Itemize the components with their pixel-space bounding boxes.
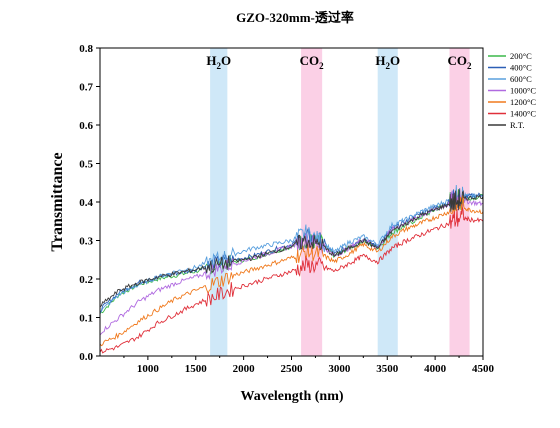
absorption-band [377, 48, 398, 356]
y-tick-label: 0.2 [79, 274, 93, 286]
y-axis-ticks: 0.0 0.1 0.2 0.3 0.4 0.5 0.6 0.7 0.8 [79, 43, 100, 363]
x-tick-label: 2500 [281, 363, 304, 375]
plot-frame [99, 47, 484, 357]
series-line [99, 189, 484, 314]
series-line [99, 190, 484, 336]
absorption-band [210, 48, 228, 356]
x-tick-label: 3000 [328, 363, 351, 375]
x-tick-label: 1500 [185, 363, 208, 375]
y-tick-label: 0.5 [79, 159, 93, 171]
band-label: H2O [206, 53, 231, 71]
y-tick-label: 0.7 [79, 82, 93, 94]
legend-label: 1200°C [510, 97, 536, 107]
series-line [99, 189, 484, 308]
y-tick-label: 0.8 [79, 43, 93, 55]
legend-label: 400°C [510, 63, 532, 73]
x-axis-ticks: 1000 1500 2000 2500 3000 3500 4000 4500 [123, 356, 495, 375]
x-tick-label: 4000 [424, 363, 447, 375]
absorption-band-labels: H2O CO2 H2O CO2 [206, 53, 472, 71]
x-tick-label: 3500 [376, 363, 399, 375]
x-tick-label: 4500 [472, 363, 495, 375]
band-label: CO2 [300, 53, 325, 71]
series-line [99, 184, 483, 314]
y-tick-label: 0.1 [79, 313, 93, 325]
chart-title: GZO-320mm-透过率 [236, 10, 354, 25]
legend-label: 1400°C [510, 109, 536, 119]
legend-label: R.T. [510, 120, 524, 130]
x-axis-title: Wavelength (nm) [240, 389, 343, 404]
band-label: H2O [375, 53, 400, 71]
y-tick-label: 0.0 [79, 351, 93, 363]
band-label: CO2 [448, 53, 473, 71]
legend-label: 1000°C [510, 86, 536, 96]
legend-label: 200°C [510, 51, 532, 61]
series-line [99, 207, 484, 354]
x-tick-label: 1000 [137, 363, 160, 375]
y-axis-title: Transmittance [49, 152, 66, 251]
y-tick-label: 0.6 [79, 120, 93, 132]
series-line [99, 188, 484, 312]
absorption-bands [210, 48, 470, 356]
series-line [99, 195, 484, 347]
y-tick-label: 0.4 [79, 197, 93, 209]
legend-label: 600°C [510, 74, 532, 84]
series-lines [99, 184, 484, 354]
absorption-band [301, 48, 323, 356]
y-tick-label: 0.3 [79, 236, 93, 248]
x-tick-label: 2000 [233, 363, 256, 375]
